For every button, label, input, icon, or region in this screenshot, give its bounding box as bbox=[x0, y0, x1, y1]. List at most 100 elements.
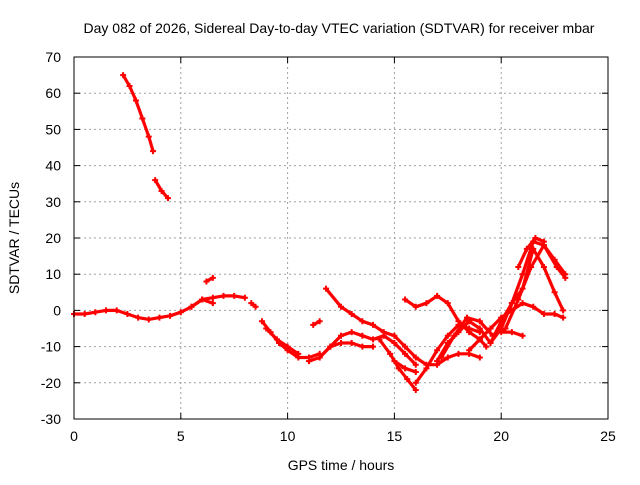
data-point bbox=[402, 350, 409, 357]
data-point bbox=[124, 311, 131, 318]
x-tick-label: 20 bbox=[493, 428, 509, 444]
data-point bbox=[359, 318, 366, 325]
data-point bbox=[156, 314, 163, 321]
data-point bbox=[438, 354, 445, 361]
data-point bbox=[423, 300, 430, 307]
data-point bbox=[444, 332, 451, 339]
data-point bbox=[209, 294, 216, 301]
x-axis-label: GPS time / hours bbox=[288, 457, 395, 473]
data-point bbox=[476, 354, 483, 361]
data-point bbox=[515, 263, 522, 270]
series-arc-19 bbox=[467, 301, 565, 352]
data-point bbox=[241, 294, 248, 301]
data-point bbox=[370, 321, 377, 328]
data-point bbox=[92, 309, 99, 316]
data-point bbox=[158, 187, 165, 194]
grid-layer bbox=[74, 57, 608, 419]
data-point bbox=[327, 343, 334, 350]
data-point bbox=[370, 336, 377, 343]
y-tick-label: -20 bbox=[41, 375, 61, 391]
x-tick-label: 15 bbox=[387, 428, 403, 444]
data-point bbox=[81, 311, 88, 318]
data-point bbox=[391, 332, 398, 339]
y-tick-label: 30 bbox=[45, 194, 61, 210]
data-point bbox=[530, 303, 537, 310]
data-point bbox=[532, 235, 539, 241]
data-point bbox=[551, 311, 558, 318]
data-point bbox=[209, 274, 216, 281]
data-point bbox=[387, 350, 394, 357]
data-point bbox=[487, 339, 494, 346]
data-point bbox=[258, 318, 265, 325]
data-point bbox=[391, 358, 398, 365]
y-tick-label: 0 bbox=[53, 302, 61, 318]
data-point bbox=[476, 325, 483, 332]
data-point bbox=[323, 285, 330, 292]
data-point bbox=[152, 177, 159, 184]
data-point bbox=[562, 274, 569, 281]
data-point bbox=[120, 72, 127, 79]
data-point bbox=[412, 361, 419, 368]
data-point bbox=[103, 307, 110, 314]
y-tick-label: 20 bbox=[45, 230, 61, 246]
label-layer: Day 082 of 2026, Sidereal Day-to-day VTE… bbox=[6, 20, 595, 473]
data-point bbox=[540, 311, 547, 318]
data-point bbox=[412, 379, 419, 386]
x-tick-label: 5 bbox=[177, 428, 185, 444]
x-tick-label: 25 bbox=[600, 428, 616, 444]
data-point bbox=[252, 303, 259, 310]
data-point bbox=[338, 339, 344, 346]
data-point bbox=[451, 332, 458, 339]
data-point bbox=[519, 271, 526, 278]
data-point bbox=[305, 358, 312, 365]
data-point bbox=[284, 343, 291, 350]
data-point bbox=[434, 358, 441, 365]
data-point bbox=[359, 332, 366, 339]
data-point bbox=[444, 300, 451, 307]
series-arc-8 bbox=[264, 326, 300, 356]
data-point bbox=[248, 300, 255, 307]
data-point bbox=[466, 347, 473, 354]
data-point bbox=[316, 318, 323, 325]
data-point bbox=[560, 307, 567, 314]
data-point bbox=[338, 303, 344, 310]
data-point bbox=[113, 307, 120, 314]
data-layer bbox=[71, 72, 569, 394]
data-point bbox=[466, 325, 473, 332]
data-point bbox=[132, 97, 139, 104]
data-point bbox=[523, 245, 530, 252]
data-point bbox=[540, 238, 547, 245]
data-point bbox=[530, 245, 537, 252]
y-axis-label: SDTVAR / TECUs bbox=[6, 182, 22, 294]
data-point bbox=[231, 292, 238, 299]
x-tick-label: 10 bbox=[280, 428, 296, 444]
data-point bbox=[434, 292, 441, 299]
y-tick-label: -10 bbox=[41, 339, 61, 355]
data-point bbox=[380, 329, 387, 336]
data-point bbox=[483, 343, 490, 350]
data-point bbox=[395, 365, 402, 372]
y-tick-label: -30 bbox=[41, 411, 61, 427]
data-point bbox=[412, 303, 419, 310]
tick-layer: 0 5 10 15 20 25 -30 -20 -10 0 10 20 30 40 50 60 70 bbox=[41, 49, 616, 444]
data-point bbox=[370, 343, 377, 350]
plot-frame bbox=[73, 56, 609, 420]
data-point bbox=[508, 307, 515, 314]
data-point bbox=[348, 339, 355, 346]
data-point bbox=[519, 300, 526, 307]
data-point bbox=[145, 133, 152, 140]
y-tick-label: 70 bbox=[45, 49, 61, 65]
data-point bbox=[391, 339, 398, 346]
data-point bbox=[139, 115, 146, 122]
data-point bbox=[199, 296, 206, 303]
x-tick-label: 0 bbox=[70, 428, 78, 444]
data-point bbox=[209, 300, 216, 307]
y-tick-label: 40 bbox=[45, 158, 61, 174]
data-point bbox=[220, 292, 227, 299]
data-point bbox=[273, 336, 280, 343]
y-tick-label: 10 bbox=[45, 266, 61, 282]
data-point bbox=[540, 263, 547, 270]
data-point bbox=[150, 148, 157, 155]
data-point bbox=[412, 354, 419, 361]
data-point bbox=[402, 343, 409, 350]
